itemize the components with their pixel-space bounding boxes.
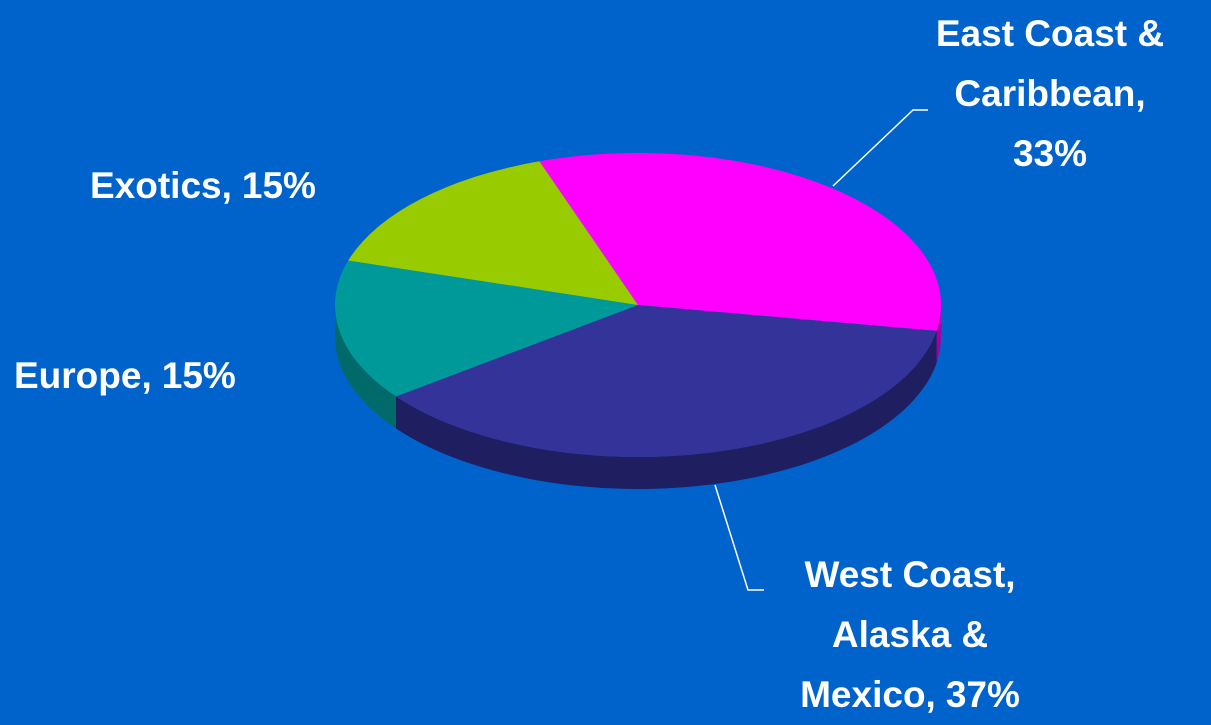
slice <box>348 161 638 305</box>
leader-line <box>714 484 764 591</box>
category-label: Exotics, <box>90 165 232 206</box>
value-label: 15% <box>241 165 316 206</box>
value-label: 33% <box>1012 133 1088 174</box>
slice <box>334 260 638 397</box>
slice-label: Europe, 15% <box>14 346 236 406</box>
value-label: 37% <box>945 674 1020 715</box>
slice-label: West Coast, Alaska & Mexico, 37% <box>745 545 1075 725</box>
leader-line <box>832 109 928 187</box>
slice-side <box>335 305 397 429</box>
category-label: East Coast & Caribbean, <box>935 13 1165 114</box>
slice-label: East Coast & Caribbean, 33% <box>890 4 1210 184</box>
slice <box>396 305 937 458</box>
value-label: 15% <box>161 355 236 396</box>
slice <box>539 152 941 331</box>
slice-side <box>396 330 937 489</box>
category-label: Europe, <box>14 355 152 396</box>
category-label: West Coast, Alaska & Mexico, <box>800 554 1016 715</box>
slice-side <box>936 305 941 363</box>
slice-label: Exotics, 15% <box>90 156 316 216</box>
